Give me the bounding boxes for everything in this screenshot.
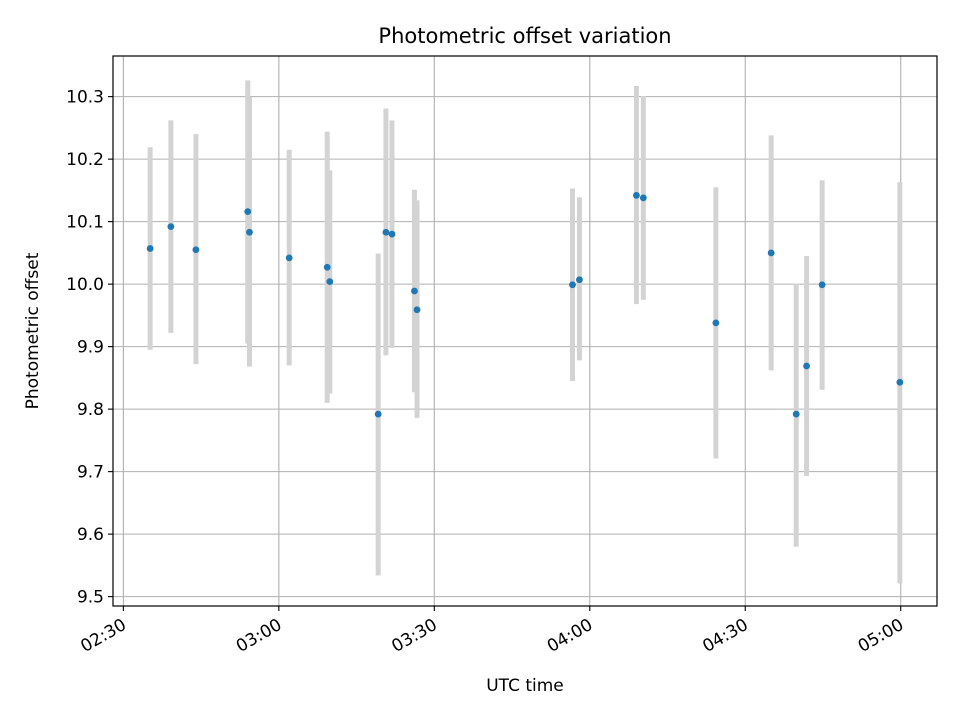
plot-frame xyxy=(112,55,938,607)
data-point xyxy=(767,249,775,257)
data-point xyxy=(569,281,576,289)
data-point xyxy=(244,208,252,216)
point-layer xyxy=(146,191,904,418)
x-tick-label: 04:00 xyxy=(544,615,596,657)
y-tick-label: 10.2 xyxy=(66,150,104,170)
data-point xyxy=(323,263,331,271)
data-point xyxy=(803,362,810,370)
x-axis-label: UTC time xyxy=(486,676,564,696)
grid-layer xyxy=(113,56,937,606)
data-point xyxy=(192,246,200,254)
y-axis-label: Photometric offset xyxy=(23,252,43,409)
data-point xyxy=(388,230,396,238)
data-point xyxy=(818,281,826,289)
data-point xyxy=(792,410,800,418)
data-point xyxy=(639,194,647,202)
x-tick-label: 04:30 xyxy=(699,615,751,657)
data-point xyxy=(576,276,583,284)
data-point xyxy=(326,278,334,286)
x-tick-label: 02:30 xyxy=(77,615,129,657)
tick-layer: 02:30 03:00 03:30 04:00 04:30 05:00 9.5 9.6 9.7 9… xyxy=(66,88,907,657)
data-point xyxy=(411,287,418,295)
data-point xyxy=(146,245,154,252)
x-tick-label: 03:30 xyxy=(388,615,440,657)
y-tick-label: 9.8 xyxy=(77,400,104,420)
data-point xyxy=(167,223,175,231)
y-tick-label: 9.6 xyxy=(77,525,104,545)
data-point xyxy=(413,306,421,314)
data-point xyxy=(285,254,293,262)
y-tick-label: 9.7 xyxy=(77,463,104,483)
x-tick-label: 05:00 xyxy=(855,615,907,657)
data-point xyxy=(382,228,390,236)
y-tick-label: 10.1 xyxy=(66,213,104,233)
y-tick-label: 9.9 xyxy=(77,338,104,358)
errorbar-layer xyxy=(147,80,903,584)
data-point xyxy=(896,378,904,386)
data-point xyxy=(712,319,720,327)
data-point xyxy=(374,410,382,418)
y-tick-label: 10.0 xyxy=(66,275,104,295)
data-point xyxy=(246,228,253,236)
y-tick-label: 9.5 xyxy=(77,588,104,608)
data-point xyxy=(633,191,640,199)
chart-title: Photometric offset variation xyxy=(378,24,671,48)
x-tick-label: 03:00 xyxy=(233,615,285,657)
y-tick-label: 10.3 xyxy=(66,88,104,108)
